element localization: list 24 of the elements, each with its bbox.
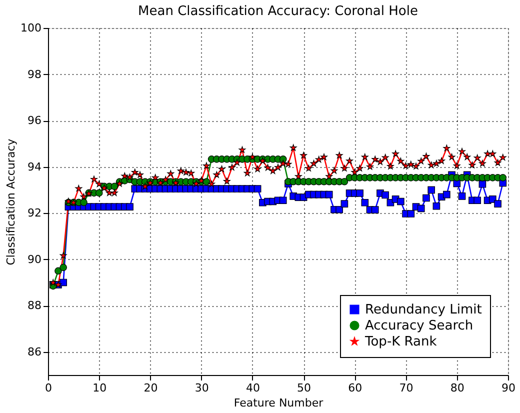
y-axis-title: Classification Accuracy [4,138,18,266]
y-tick-label: 94 [28,160,42,174]
x-tick-label: 0 [45,382,52,394]
x-tick-label: 70 [399,382,414,394]
y-tick-label: 98 [28,68,42,81]
x-tick-label: 50 [297,382,312,394]
y-tick-label: 88 [28,299,42,312]
chart-title: Mean Classification Accuracy: Coronal Hole [138,4,418,19]
x-axis-title: Feature Number [234,396,324,410]
x-tick-label: 30 [194,382,209,394]
x-tick-label: 10 [92,382,107,394]
y-tick-label: 96 [28,114,42,128]
x-tick-label: 60 [348,382,362,394]
x-tick-label: 20 [144,382,158,394]
x-tick-label: 80 [450,382,464,394]
legend-label: Top-K Rank [364,334,438,350]
x-tick-label: 90 [502,382,516,394]
y-tick-label: 92 [28,206,42,220]
legend-label: Redundancy Limit [365,302,482,318]
y-tick-label: 90 [28,252,42,266]
y-tick-label: 100 [20,22,42,34]
legend-label: Accuracy Search [365,318,474,334]
y-tick-label: 86 [28,345,42,358]
x-tick-label: 40 [246,382,260,394]
